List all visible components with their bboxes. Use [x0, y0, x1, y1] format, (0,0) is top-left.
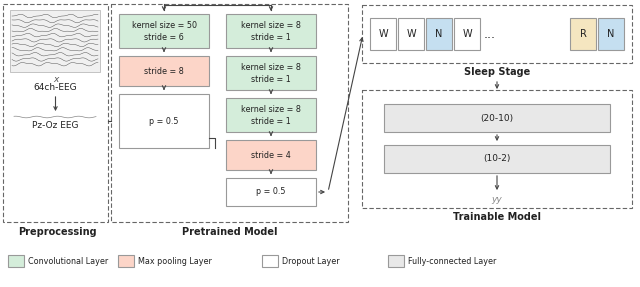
- Bar: [384, 104, 610, 132]
- Bar: [226, 56, 316, 90]
- Text: W: W: [406, 29, 416, 39]
- Bar: [226, 14, 316, 48]
- Text: x: x: [53, 75, 58, 84]
- Text: Pz-Oz EEG: Pz-Oz EEG: [32, 121, 79, 129]
- Text: stride = 1: stride = 1: [251, 75, 291, 84]
- Bar: [119, 56, 209, 86]
- Bar: [398, 18, 424, 50]
- Text: R: R: [580, 29, 586, 39]
- Bar: [362, 5, 632, 63]
- Bar: [119, 14, 209, 48]
- Bar: [111, 4, 348, 222]
- Bar: [10, 10, 100, 72]
- Bar: [384, 145, 610, 173]
- Text: (20-10): (20-10): [481, 113, 513, 123]
- Text: W: W: [378, 29, 388, 39]
- Bar: [370, 18, 396, 50]
- Text: kernel size = 50: kernel size = 50: [131, 22, 196, 30]
- Text: Preprocessing: Preprocessing: [18, 227, 97, 237]
- Bar: [426, 18, 452, 50]
- Text: Convolutional Layer: Convolutional Layer: [28, 257, 108, 265]
- Text: stride = 8: stride = 8: [144, 67, 184, 75]
- Text: kernel size = 8: kernel size = 8: [241, 22, 301, 30]
- Text: kernel size = 8: kernel size = 8: [241, 106, 301, 115]
- Bar: [388, 255, 404, 267]
- Text: Sleep Stage: Sleep Stage: [464, 67, 530, 77]
- Text: Trainable Model: Trainable Model: [453, 212, 541, 222]
- Bar: [3, 4, 108, 222]
- Text: stride = 1: stride = 1: [251, 117, 291, 125]
- Text: Dropout Layer: Dropout Layer: [282, 257, 340, 265]
- Text: N: N: [435, 29, 443, 39]
- Text: stride = 4: stride = 4: [251, 150, 291, 160]
- Bar: [118, 255, 134, 267]
- Text: p = 0.5: p = 0.5: [256, 187, 285, 197]
- Text: stride = 1: stride = 1: [251, 32, 291, 42]
- Text: Pretrained Model: Pretrained Model: [182, 227, 277, 237]
- Text: N: N: [607, 29, 614, 39]
- Text: 64ch-EEG: 64ch-EEG: [34, 82, 77, 92]
- Bar: [598, 18, 624, 50]
- Text: kernel size = 8: kernel size = 8: [241, 63, 301, 73]
- Bar: [119, 94, 209, 148]
- Text: Max pooling Layer: Max pooling Layer: [138, 257, 212, 265]
- Text: stride = 6: stride = 6: [144, 32, 184, 42]
- Bar: [226, 178, 316, 206]
- Bar: [262, 255, 278, 267]
- Text: ...: ...: [484, 28, 496, 40]
- Bar: [454, 18, 480, 50]
- Text: yy: yy: [492, 195, 502, 203]
- Text: W: W: [462, 29, 472, 39]
- Bar: [226, 98, 316, 132]
- Text: Fully-connected Layer: Fully-connected Layer: [408, 257, 497, 265]
- Bar: [226, 140, 316, 170]
- Bar: [570, 18, 596, 50]
- Text: p = 0.5: p = 0.5: [149, 117, 179, 125]
- Bar: [8, 255, 24, 267]
- Text: (10-2): (10-2): [483, 154, 511, 164]
- Bar: [362, 90, 632, 208]
